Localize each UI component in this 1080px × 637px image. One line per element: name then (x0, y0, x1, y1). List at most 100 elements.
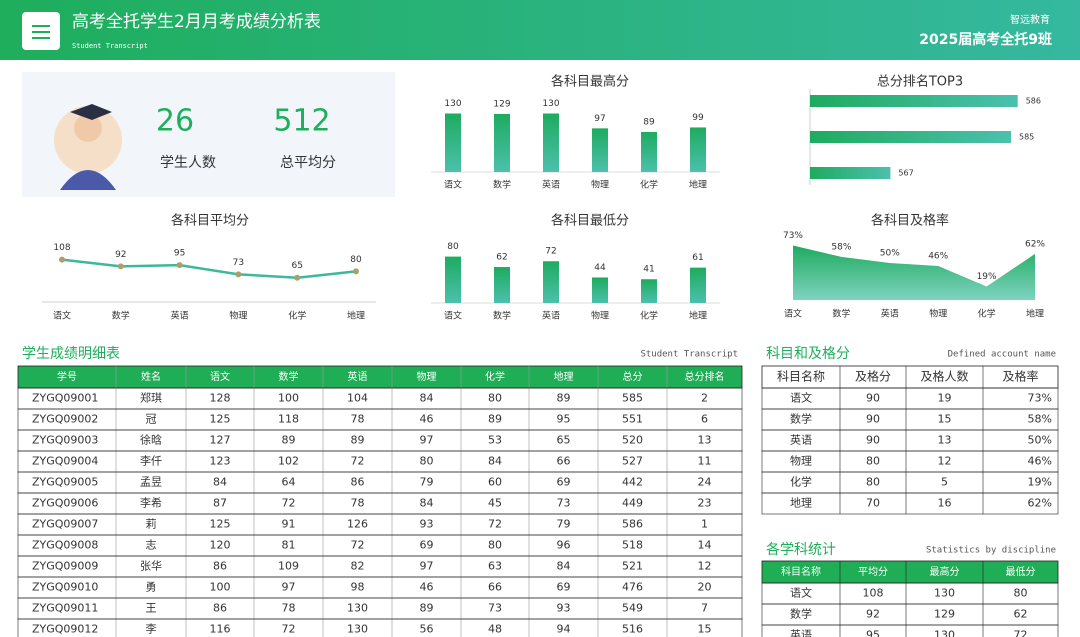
table-cell: 24 (698, 476, 712, 489)
table-cell: 60 (488, 476, 502, 489)
table-cell: 120 (210, 539, 231, 552)
table-cell: 80 (488, 392, 502, 405)
table-cell: 48 (488, 623, 502, 636)
column-header: 及格人数 (920, 369, 968, 384)
chart-title: 各科目及格率 (871, 213, 949, 229)
table-cell: 84 (420, 497, 434, 510)
table-cell: 23 (698, 497, 712, 510)
brand: 智远教育 (1010, 13, 1050, 26)
table-cell: 104 (347, 392, 368, 405)
table-cell: 100 (278, 392, 299, 405)
table-cell: 95 (866, 629, 880, 637)
category-label: 化学 (288, 310, 306, 322)
table-cell: 123 (210, 455, 231, 468)
table-cell: 58% (1028, 413, 1052, 426)
value-label: 129 (493, 99, 510, 109)
table-cell: 81 (282, 539, 296, 552)
table-row (761, 492, 1059, 515)
chart-title: 各科目最低分 (551, 213, 629, 229)
table-cell: 521 (622, 560, 643, 573)
table-cell: 53 (488, 434, 502, 447)
table-cell: 73% (1028, 392, 1052, 405)
table-cell: ZYGQ09006 (32, 497, 98, 510)
table-cell: 72 (488, 518, 502, 531)
area (793, 245, 1035, 300)
table-cell: 129 (934, 608, 955, 621)
bar (592, 277, 608, 303)
table-cell: 64 (282, 476, 296, 489)
table-note: Student Transcript (640, 350, 738, 360)
header-band (0, 0, 1080, 60)
value-label: 62% (1025, 239, 1045, 249)
table-cell: 97 (420, 560, 434, 573)
bar (543, 113, 559, 172)
table-cell: 95 (557, 413, 571, 426)
category-label: 语文 (53, 310, 71, 322)
table-cell: ZYGQ09008 (32, 539, 98, 552)
bar (690, 127, 706, 172)
value-label: 50% (880, 249, 900, 259)
column-header: 平均分 (858, 566, 888, 578)
value-label: 58% (831, 242, 851, 252)
category-label: 地理 (689, 179, 707, 191)
table-title: 各学科统计 (766, 542, 836, 558)
value-label: 80 (447, 242, 459, 252)
table-cell: 冠 (146, 413, 157, 426)
table-cell: 72 (351, 539, 365, 552)
header-subtitle: Student Transcript (72, 42, 148, 50)
table-cell: 72 (282, 497, 296, 510)
table-cell: ZYGQ09005 (32, 476, 98, 489)
table-cell: 数学 (790, 412, 812, 426)
table-cell: 125 (210, 518, 231, 531)
table-cell: ZYGQ09001 (32, 392, 98, 405)
table-cell: 6 (701, 413, 708, 426)
table-cell: 89 (557, 392, 571, 405)
table-cell: ZYGQ09009 (32, 560, 98, 573)
table-cell: 66 (557, 455, 571, 468)
table-cell: ZYGQ09004 (32, 455, 98, 468)
table-cell: 100 (210, 581, 231, 594)
category-label: 物理 (591, 310, 609, 322)
table-cell: 84 (488, 455, 502, 468)
table-cell: 72 (282, 623, 296, 636)
chart-title: 总分排名TOP3 (877, 74, 963, 90)
table-cell: 李 (146, 622, 157, 636)
category-label: 英语 (542, 179, 560, 191)
table-cell: 12 (938, 455, 952, 468)
table-cell: 130 (934, 629, 955, 637)
table-cell: 70 (866, 497, 880, 510)
illustration-body (60, 170, 116, 190)
stat-label: 总平均分 (280, 155, 336, 171)
category-label: 物理 (929, 308, 947, 320)
table-cell: 72 (1014, 629, 1028, 637)
value-label: 586 (1026, 97, 1041, 106)
table-cell: 66 (488, 581, 502, 594)
point (176, 262, 183, 269)
table-cell: 72 (351, 455, 365, 468)
bar (445, 256, 461, 303)
category-label: 英语 (881, 308, 899, 320)
value-label: 44 (594, 263, 606, 273)
table-cell: 勇 (146, 581, 157, 594)
table-title: 学生成绩明细表 (22, 346, 120, 362)
table-cell: 518 (622, 539, 643, 552)
table-cell: 86 (213, 602, 227, 615)
table-cell: 65 (557, 434, 571, 447)
table-cell: 130 (347, 623, 368, 636)
category-label: 物理 (591, 179, 609, 191)
value-label: 19% (977, 272, 997, 282)
table-cell: 62% (1028, 497, 1052, 510)
table-cell: 李仟 (140, 454, 162, 468)
table-cell: 62 (1014, 608, 1028, 621)
category-label: 语文 (784, 308, 802, 320)
bar (810, 131, 1011, 143)
value-label: 130 (542, 99, 559, 109)
column-header: 科目名称 (781, 565, 821, 578)
value-label: 108 (53, 243, 70, 253)
table-cell: 98 (351, 581, 365, 594)
table-cell: 7 (701, 602, 708, 615)
table-cell: 84 (557, 560, 571, 573)
table-cell: 90 (866, 434, 880, 447)
table-cell: 116 (210, 623, 231, 636)
bar (494, 113, 510, 172)
